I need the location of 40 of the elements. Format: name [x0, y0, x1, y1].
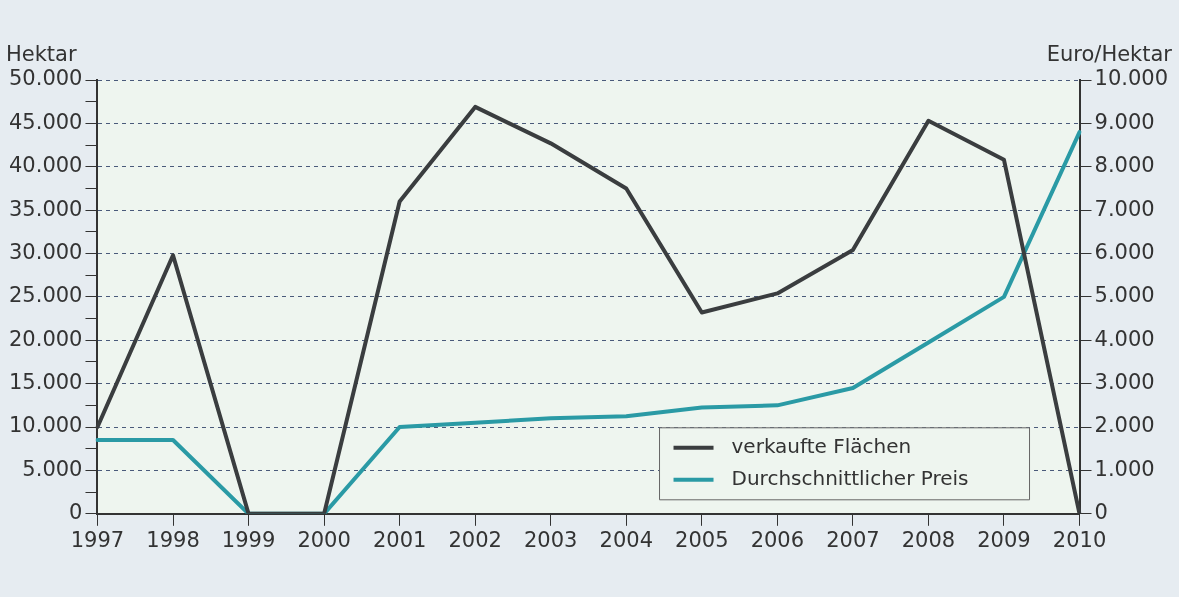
y-tick-label: 10.000: [9, 413, 83, 438]
y2-tick-label: 9.000: [1094, 109, 1155, 134]
y-tick-label: 30.000: [9, 239, 83, 264]
y-tick-label: 0: [69, 500, 83, 525]
y2-tick-label: 8.000: [1094, 153, 1155, 178]
x-tick-label: 2009: [977, 527, 1031, 552]
x-tick-label: 2005: [675, 527, 729, 552]
x-tick-label: 2003: [524, 527, 578, 552]
x-tick-label: 1999: [221, 527, 276, 552]
y-tick-label: 25.000: [9, 283, 83, 308]
y2-tick-label: 1.000: [1094, 456, 1155, 481]
y-axis-title: Hektar: [6, 41, 77, 66]
x-tick-label: 2001: [372, 527, 427, 552]
y-tick-label: 20.000: [9, 326, 83, 351]
y-tick-label: 15.000: [9, 370, 83, 395]
x-tick-label: 1997: [70, 527, 125, 552]
y-tick-label: 50.000: [9, 66, 83, 91]
y2-tick-label: 10.000: [1094, 66, 1168, 91]
x-tick-label: 2007: [826, 527, 880, 552]
legend-label: verkaufte Flächen: [731, 434, 912, 458]
y2-tick-label: 6.000: [1094, 239, 1155, 264]
y2-tick-label: 5.000: [1094, 283, 1155, 308]
x-tick-label: 1998: [146, 527, 200, 552]
y-tick-label: 40.000: [9, 153, 83, 178]
y2-tick-label: 7.000: [1094, 196, 1155, 221]
x-tick-label: 2004: [599, 527, 653, 552]
y2-tick-label: 2.000: [1094, 413, 1155, 438]
y-tick-label: 5.000: [22, 456, 83, 481]
y2-tick-label: 4.000: [1094, 326, 1155, 351]
y2-tick-label: 3.000: [1094, 370, 1155, 395]
y2-axis-title: Euro/Hektar: [1046, 41, 1173, 66]
legend-label: Durchschnittlicher Preis: [731, 466, 969, 490]
x-tick-label: 2008: [901, 527, 956, 552]
x-tick-label: 2002: [448, 527, 502, 552]
y2-tick-label: 0: [1094, 500, 1108, 525]
y-tick-label: 35.000: [9, 196, 83, 221]
x-tick-label: 2006: [750, 527, 805, 552]
x-tick-label: 2000: [297, 527, 351, 552]
x-tick-label: 2010: [1052, 527, 1107, 552]
y-tick-label: 45.000: [9, 109, 83, 134]
